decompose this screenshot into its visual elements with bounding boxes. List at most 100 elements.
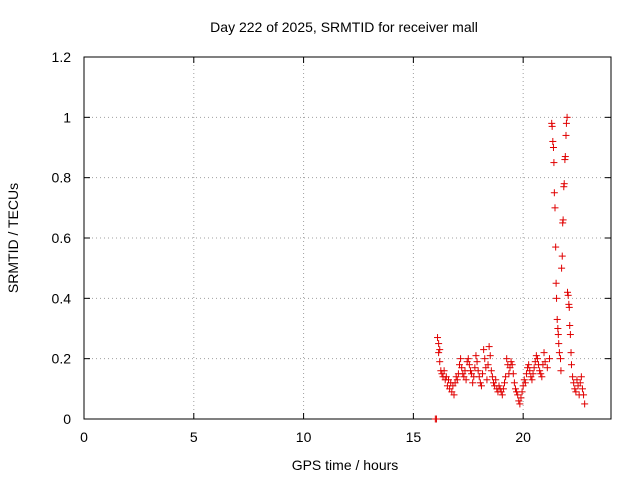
data-point <box>488 373 496 381</box>
data-point <box>475 373 483 381</box>
data-point <box>472 352 480 360</box>
data-point <box>566 321 574 329</box>
data-point <box>561 153 569 161</box>
data-point <box>550 159 558 167</box>
data-point <box>487 367 495 375</box>
y-axis-tick-labels: 0 0.2 0.4 0.6 0.8 1 1.2 <box>52 49 72 427</box>
data-point <box>462 376 470 384</box>
data-point <box>435 349 443 357</box>
y-tick-label: 1.2 <box>52 49 72 65</box>
grid-lines <box>84 57 611 419</box>
x-tick-label: 0 <box>80 429 88 445</box>
data-point <box>532 352 540 360</box>
data-point <box>436 358 444 366</box>
data-point <box>507 358 515 366</box>
data-point <box>541 358 549 366</box>
y-tick-label: 0.6 <box>52 230 72 246</box>
data-point <box>562 119 570 127</box>
data-point <box>563 113 571 121</box>
data-point <box>511 385 519 393</box>
data-point <box>485 343 493 351</box>
data-point <box>569 373 577 381</box>
data-point <box>551 204 559 212</box>
y-tick-label: 0.8 <box>52 170 72 186</box>
data-point <box>474 367 482 375</box>
data-point <box>469 379 477 387</box>
data-point <box>553 315 561 323</box>
data-point <box>510 379 518 387</box>
y-tick-label: 0 <box>63 411 71 427</box>
data-point <box>502 373 510 381</box>
data-point <box>581 400 589 408</box>
data-point <box>435 340 443 348</box>
data-point <box>471 364 479 372</box>
data-point <box>578 385 586 393</box>
data-point <box>466 367 474 375</box>
data-point <box>453 376 461 384</box>
data-point <box>479 370 487 378</box>
data-point <box>508 361 516 369</box>
data-point <box>526 367 534 375</box>
data-point <box>549 137 557 145</box>
data-point <box>571 385 579 393</box>
data-point <box>560 180 568 188</box>
data-point <box>567 349 575 357</box>
data-point <box>565 303 573 311</box>
data-point <box>538 373 546 381</box>
data-point <box>566 331 574 339</box>
data-point <box>556 355 564 363</box>
data-point <box>481 355 489 363</box>
data-point <box>464 355 472 363</box>
y-tick-label: 0.2 <box>52 351 72 367</box>
x-axis-label: GPS time / hours <box>292 457 399 473</box>
data-point <box>550 189 558 197</box>
data-point <box>533 355 541 363</box>
data-point <box>477 382 485 390</box>
data-point <box>492 376 500 384</box>
y-tick-label: 1 <box>63 109 71 125</box>
data-point <box>552 243 560 251</box>
data-point <box>558 252 566 260</box>
data-point <box>572 388 580 396</box>
data-point <box>473 358 481 366</box>
data-point <box>516 400 524 408</box>
data-points <box>431 113 589 423</box>
data-point <box>503 355 511 363</box>
data-point <box>499 385 507 393</box>
data-point <box>501 379 509 387</box>
data-point <box>536 367 544 375</box>
data-point <box>540 349 548 357</box>
data-point <box>530 364 538 372</box>
data-point <box>518 388 526 396</box>
data-point <box>525 361 533 369</box>
data-point <box>564 288 572 296</box>
y-tick-label: 0.4 <box>52 290 72 306</box>
data-point <box>476 379 484 387</box>
data-point <box>580 391 588 399</box>
data-point <box>552 279 560 287</box>
data-point <box>554 325 562 332</box>
data-point <box>517 394 525 402</box>
x-tick-label: 15 <box>406 429 422 445</box>
data-point <box>577 373 585 381</box>
data-point <box>564 291 572 299</box>
x-tick-label: 10 <box>296 429 312 445</box>
data-point <box>528 376 536 384</box>
data-point <box>465 361 473 369</box>
data-point <box>570 379 578 387</box>
data-point <box>562 131 570 139</box>
data-point <box>558 264 566 272</box>
data-point <box>529 370 537 378</box>
data-point <box>543 364 551 372</box>
data-point <box>573 376 581 384</box>
data-point <box>555 349 563 357</box>
x-axis-tick-labels: 0 5 10 15 20 <box>80 429 531 445</box>
data-point <box>514 391 522 399</box>
data-point <box>457 355 465 363</box>
data-point <box>483 376 491 384</box>
data-point <box>576 379 584 387</box>
data-point <box>522 370 530 378</box>
data-point <box>549 144 557 151</box>
